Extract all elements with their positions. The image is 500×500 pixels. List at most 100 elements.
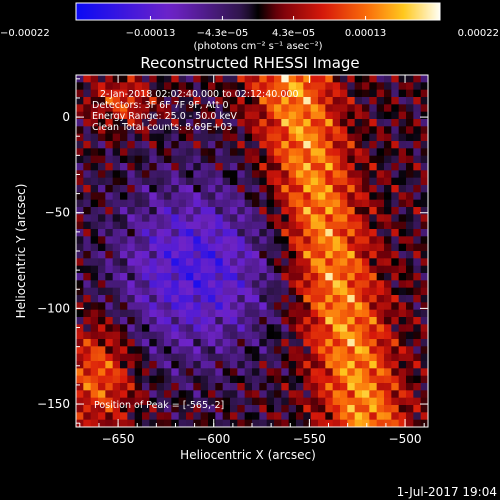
heatmap-cell <box>222 214 231 223</box>
heatmap-cell <box>318 207 326 215</box>
heatmap-cell <box>134 339 143 347</box>
heatmap-cell <box>186 331 194 340</box>
heatmap-cell <box>332 97 341 105</box>
heatmap-cell <box>259 383 268 391</box>
heatmap-cell <box>178 273 187 281</box>
heatmap-cell <box>398 339 407 347</box>
heatmap-cell <box>98 229 106 237</box>
heatmap-cell <box>398 287 407 296</box>
heatmap-cell <box>200 207 209 215</box>
heatmap-cell <box>156 177 165 186</box>
heatmap-cell <box>266 148 275 157</box>
heatmap-cell <box>340 207 348 215</box>
heatmap-cell <box>296 75 304 83</box>
heatmap-cell <box>376 229 385 237</box>
heatmap-cell <box>369 229 378 237</box>
heatmap-cell <box>325 82 334 91</box>
heatmap-cell <box>303 324 312 333</box>
heatmap-cell <box>303 155 312 164</box>
heatmap-cell <box>369 185 378 193</box>
heatmap-cell <box>310 214 319 223</box>
heatmap-cell <box>171 111 180 120</box>
heatmap-cell <box>178 75 187 83</box>
heatmap-cell <box>259 412 268 421</box>
heatmap-cell <box>193 302 202 311</box>
heatmap-cell <box>259 397 268 406</box>
heatmap-cell <box>303 126 312 135</box>
heatmap-cell <box>171 207 180 215</box>
heatmap-cell <box>391 405 400 413</box>
heatmap-cell <box>310 163 319 171</box>
heatmap-cell <box>105 258 114 267</box>
heatmap-cell <box>149 280 158 289</box>
heatmap-cell <box>318 75 326 83</box>
heatmap-cell <box>384 405 392 413</box>
heatmap-cell <box>391 375 400 384</box>
heatmap-cell <box>362 412 370 421</box>
x-tick-label: −600 <box>197 432 230 446</box>
heatmap-cell <box>142 185 150 193</box>
heatmap-cell <box>259 405 268 413</box>
heatmap-cell <box>83 82 92 91</box>
heatmap-cell <box>127 199 136 208</box>
heatmap-cell <box>193 243 202 252</box>
heatmap-cell <box>215 368 224 377</box>
heatmap-cell <box>340 419 348 428</box>
heatmap-cell <box>156 185 165 193</box>
heatmap-cell <box>266 119 275 127</box>
heatmap-cell <box>134 273 143 281</box>
heatmap-cell <box>391 243 400 252</box>
heatmap-cell <box>83 405 92 413</box>
heatmap-cell <box>391 346 400 355</box>
heatmap-cell <box>244 339 253 347</box>
heatmap-cell <box>120 368 128 377</box>
heatmap-cell <box>347 163 356 171</box>
heatmap-cell <box>215 82 224 91</box>
heatmap-cell <box>98 383 106 391</box>
heatmap-cell <box>230 302 238 311</box>
heatmap-cell <box>215 126 224 135</box>
heatmap-cell <box>230 243 238 252</box>
heatmap-cell <box>222 331 231 340</box>
heatmap-cell <box>347 280 356 289</box>
heatmap-cell <box>120 148 128 157</box>
heatmap-cell <box>230 75 238 83</box>
heatmap-cell <box>362 126 370 135</box>
heatmap-cell <box>222 390 231 399</box>
heatmap-cell <box>142 199 150 208</box>
heatmap-cell <box>347 97 356 105</box>
heatmap-cell <box>127 302 136 311</box>
heatmap-cell <box>259 302 268 311</box>
heatmap-cell <box>266 170 275 179</box>
heatmap-cell <box>83 177 92 186</box>
heatmap-cell <box>310 236 319 245</box>
heatmap-cell <box>420 383 429 391</box>
heatmap-cell <box>90 214 99 223</box>
heatmap-cell <box>178 97 187 105</box>
heatmap-cell <box>398 75 407 83</box>
heatmap-cell <box>398 258 407 267</box>
heatmap-cell <box>76 177 84 186</box>
heatmap-cell <box>303 236 312 245</box>
heatmap-cell <box>105 412 114 421</box>
heatmap-cell <box>274 390 282 399</box>
heatmap-cell <box>288 295 297 303</box>
heatmap-cell <box>406 133 414 142</box>
heatmap-cell <box>413 361 422 369</box>
heatmap-cell <box>76 221 84 230</box>
heatmap-cell <box>413 141 422 149</box>
heatmap-cell <box>281 324 290 333</box>
heatmap-cell <box>208 104 216 113</box>
heatmap-cell <box>156 163 165 171</box>
heatmap-cell <box>354 405 363 413</box>
heatmap-cell <box>186 419 194 428</box>
heatmap-cell <box>420 97 429 105</box>
heatmap-cell <box>237 221 246 230</box>
heatmap-cell <box>127 236 136 245</box>
heatmap-cell <box>112 148 121 157</box>
heatmap-cell <box>76 309 84 318</box>
heatmap-cell <box>149 265 158 274</box>
heatmap-cell <box>281 412 290 421</box>
heatmap-cell <box>127 287 136 296</box>
